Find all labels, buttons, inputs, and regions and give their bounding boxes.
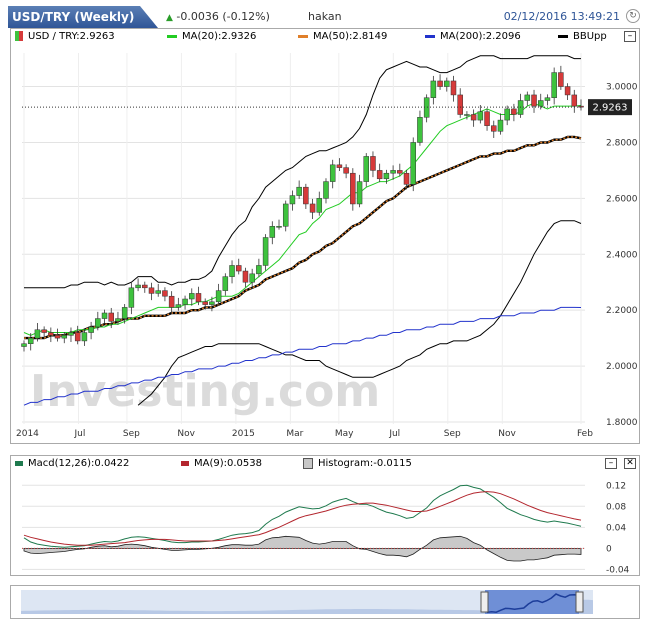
legend-histogram: Histogram:-0.0115 xyxy=(303,456,412,472)
navigator-chart xyxy=(21,590,593,614)
timestamp: 02/12/2016 13:49:21 xyxy=(503,10,620,23)
navigator-right-handle[interactable] xyxy=(575,591,584,613)
minimize-price-button[interactable]: – xyxy=(624,31,636,42)
legend-ma200: MA(200):2.2096 xyxy=(425,29,521,45)
close-macd-button[interactable]: ✕ xyxy=(624,458,636,469)
minimize-macd-button[interactable]: – xyxy=(605,458,617,469)
price-change-value: -0.0036 (-0.12%) xyxy=(176,10,270,23)
legend-signal: MA(9):0.0538 xyxy=(181,456,262,472)
legend-ma50: MA(50):2.8149 xyxy=(298,29,387,45)
refresh-icon[interactable]: ↻ xyxy=(626,9,640,23)
username: hakan xyxy=(308,10,342,23)
symbol-swatch xyxy=(15,31,23,41)
bb-swatch xyxy=(558,34,568,38)
ma200-swatch xyxy=(425,34,435,38)
price-change: ▲ -0.0036 (-0.12%) xyxy=(166,10,270,23)
up-arrow-icon: ▲ xyxy=(166,13,173,23)
macd-legend: Macd(12,26):0.0422 MA(9):0.0538 Histogra… xyxy=(15,456,615,472)
legend-symbol: USD / TRY:2.9263 xyxy=(15,29,115,45)
legend-bb: BBUpp xyxy=(558,29,607,45)
price-panel: USD / TRY:2.9263 MA(20):2.9326 MA(50):2.… xyxy=(10,28,640,444)
ma50-swatch xyxy=(298,34,308,38)
navigator-area xyxy=(21,599,593,614)
histogram-swatch xyxy=(303,457,313,469)
macd-swatch xyxy=(15,460,23,466)
price-legend: USD / TRY:2.9263 MA(20):2.9326 MA(50):2.… xyxy=(15,29,635,45)
signal-swatch xyxy=(181,460,189,466)
navigator-panel[interactable] xyxy=(10,585,640,619)
legend-macd: Macd(12,26):0.0422 xyxy=(15,456,129,472)
macd-panel: Macd(12,26):0.0422 MA(9):0.0538 Histogra… xyxy=(10,455,640,576)
chart-title[interactable]: USD/TRY (Weekly) xyxy=(8,6,158,28)
legend-ma20: MA(20):2.9326 xyxy=(167,29,256,45)
navigator-line xyxy=(486,593,580,614)
ma20-swatch xyxy=(167,34,177,38)
navigator-left-handle[interactable] xyxy=(480,591,489,613)
chart-header: USD/TRY (Weekly) ▲ -0.0036 (-0.12%) haka… xyxy=(8,6,642,28)
